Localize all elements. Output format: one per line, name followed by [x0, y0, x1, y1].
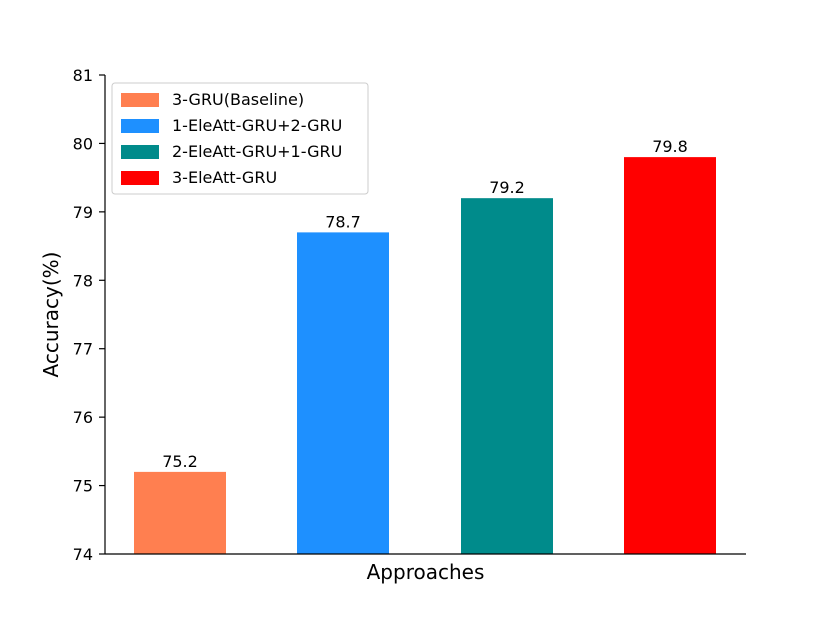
- bar-4: [624, 157, 716, 554]
- data-label-3: 79.2: [489, 178, 525, 197]
- bar-2: [297, 232, 389, 554]
- bar-1: [134, 471, 226, 554]
- legend: 3-GRU(Baseline) 1-EleAtt-GRU+2-GRU 2-EleAt…: [111, 82, 369, 195]
- legend-label-2: 1-EleAtt-GRU+2-GRU: [172, 116, 342, 135]
- y-tick-label-80: 80: [73, 134, 93, 153]
- y-tick-label-81: 81: [73, 66, 93, 85]
- y-axis-title: Accuracy(%): [39, 252, 63, 378]
- data-label-1: 75.2: [162, 452, 198, 471]
- y-tick-label-75: 75: [73, 477, 93, 496]
- y-tick-label-78: 78: [73, 271, 93, 290]
- legend-label-3: 2-EleAtt-GRU+1-GRU: [172, 142, 342, 161]
- data-label-4: 79.8: [652, 137, 688, 156]
- legend-swatch-4: [121, 171, 159, 185]
- legend-label-4: 3-EleAtt-GRU: [172, 168, 277, 187]
- y-tick-label-76: 76: [73, 408, 93, 427]
- x-axis-title: Approaches: [367, 560, 485, 584]
- legend-swatch-2: [121, 119, 159, 133]
- data-labels-group: 75.2 78.7 79.2 79.8: [162, 137, 688, 471]
- bar-3: [461, 198, 553, 554]
- axes-group: 74 75 76 77 78 79 80 81: [73, 66, 746, 564]
- y-tick-label-77: 77: [73, 340, 93, 359]
- legend-label-1: 3-GRU(Baseline): [172, 90, 304, 109]
- y-tick-label-79: 79: [73, 203, 93, 222]
- y-tick-label-74: 74: [73, 545, 93, 564]
- bars-group: [134, 157, 716, 554]
- legend-swatch-1: [121, 93, 159, 107]
- legend-swatch-3: [121, 145, 159, 159]
- legend-frame: [111, 82, 369, 195]
- data-label-2: 78.7: [325, 212, 361, 231]
